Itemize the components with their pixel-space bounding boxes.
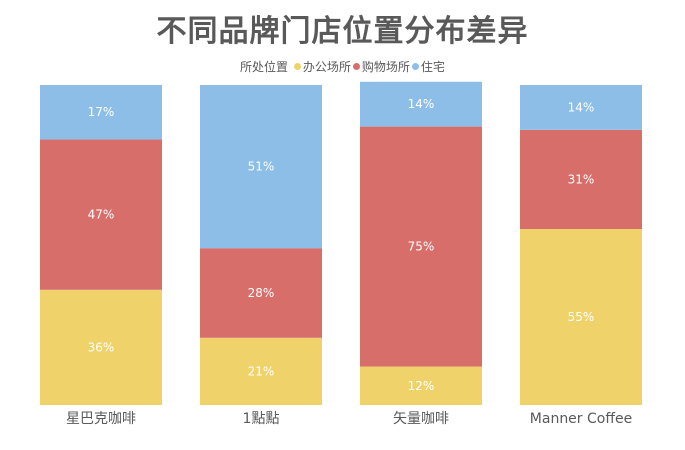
legend-item-2: 住宅 bbox=[411, 58, 445, 75]
legend-label: 办公场所 bbox=[302, 60, 351, 74]
legend-label: 住宅 bbox=[420, 60, 445, 74]
bar-segment bbox=[40, 289, 162, 405]
legend-swatch bbox=[411, 63, 419, 70]
category-label: 星巴克咖啡 bbox=[66, 411, 136, 427]
data-label: 75% bbox=[408, 240, 435, 254]
bar-segment bbox=[40, 139, 162, 290]
data-label: 14% bbox=[408, 97, 435, 111]
category-label: Manner Coffee bbox=[530, 411, 632, 427]
category-label: 矢量咖啡 bbox=[393, 411, 449, 427]
bar-segment bbox=[200, 337, 322, 405]
category-label: 1點點 bbox=[243, 411, 280, 427]
chart-legend: 所处位置 办公场所 购物场所 住宅 bbox=[0, 58, 685, 75]
bar-segment bbox=[520, 229, 642, 405]
data-label: 28% bbox=[248, 286, 275, 300]
data-label: 36% bbox=[88, 340, 115, 354]
chart-title: 不同品牌门店位置分布差异 bbox=[156, 14, 529, 49]
bar-segment bbox=[360, 366, 482, 405]
data-label: 14% bbox=[568, 100, 595, 114]
legend-label: 购物场所 bbox=[361, 60, 410, 74]
data-label: 17% bbox=[88, 105, 115, 119]
bar-segment bbox=[520, 85, 642, 130]
bar-segment bbox=[360, 126, 482, 367]
bar-segment bbox=[520, 129, 642, 229]
bar-segment bbox=[360, 81, 482, 127]
data-label: 51% bbox=[248, 160, 275, 174]
legend-item-1: 购物场所 bbox=[352, 58, 410, 75]
legend-swatch bbox=[293, 63, 301, 70]
legend-item-0: 办公场所 bbox=[293, 58, 351, 75]
bar-segment bbox=[200, 85, 322, 249]
bar-segment bbox=[200, 248, 322, 338]
bar-segment bbox=[40, 85, 162, 140]
data-label: 12% bbox=[408, 379, 435, 393]
data-label: 31% bbox=[568, 172, 595, 186]
data-label: 21% bbox=[248, 364, 275, 378]
legend-swatch bbox=[352, 63, 360, 70]
legend-title: 所处位置 bbox=[240, 60, 289, 74]
data-label: 47% bbox=[88, 208, 115, 222]
data-label: 55% bbox=[568, 310, 595, 324]
